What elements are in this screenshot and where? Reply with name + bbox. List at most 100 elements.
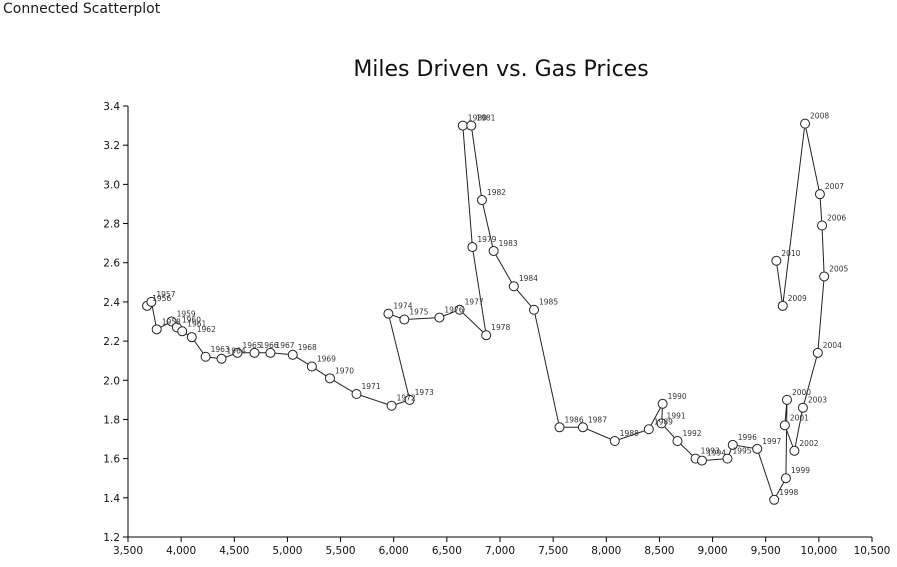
data-point	[819, 271, 830, 282]
point-label: 1993	[701, 447, 720, 456]
point-label: 1977	[465, 298, 484, 307]
data-point	[508, 281, 519, 292]
data-point	[672, 436, 683, 447]
data-point	[777, 300, 788, 311]
point-label: 1962	[197, 325, 216, 334]
x-tick-label: 5,000	[272, 545, 302, 557]
x-tick-label: 7,500	[538, 545, 568, 557]
data-point	[769, 494, 780, 505]
point-label: 1976	[444, 306, 463, 315]
point-label: 1995	[732, 447, 751, 456]
data-point	[554, 422, 565, 433]
point-label: 1972	[397, 394, 416, 403]
data-point	[577, 422, 588, 433]
x-tick-label: 6,000	[379, 545, 409, 557]
data-point	[781, 394, 792, 405]
data-point	[265, 347, 276, 358]
point-label: 1982	[487, 188, 506, 197]
data-point	[177, 326, 188, 337]
data-point	[434, 312, 445, 323]
point-label: 2001	[790, 413, 809, 422]
point-label: 2007	[825, 182, 844, 191]
data-point	[696, 455, 707, 466]
data-point	[216, 353, 227, 364]
point-label: 1975	[409, 308, 428, 317]
x-tick-label: 3,500	[113, 545, 143, 557]
point-label: 1968	[298, 343, 317, 352]
point-label: 2003	[808, 396, 827, 405]
data-point	[476, 195, 487, 206]
point-label: 2010	[781, 249, 800, 258]
data-point	[404, 394, 415, 405]
y-tick-label: 2.2	[103, 336, 120, 348]
data-point	[609, 436, 620, 447]
x-axis: 3,500 4,000 4,500 5,000 5,500 6,000 6,500 7,000…	[113, 536, 890, 557]
point-label: 1998	[779, 488, 798, 497]
point-label: 1957	[156, 290, 175, 299]
point-label: 2000	[792, 388, 811, 397]
point-label: 1970	[335, 366, 354, 375]
data-point	[797, 402, 808, 413]
data-point	[779, 420, 790, 431]
point-label: 1978	[491, 323, 510, 332]
data-point	[814, 189, 825, 200]
point-label: 1986	[565, 415, 584, 424]
point-label: 1988	[620, 429, 639, 438]
data-point	[454, 304, 465, 315]
point-label: 1996	[738, 433, 757, 442]
data-point	[643, 424, 654, 435]
data-point	[467, 242, 478, 253]
x-tick-label: 6,500	[432, 545, 462, 557]
point-label: 2004	[823, 341, 842, 350]
x-tick-label: 10,000	[800, 545, 837, 557]
connecting-line	[146, 123, 825, 502]
data-point	[200, 351, 211, 362]
point-label: 1965	[242, 341, 261, 350]
y-tick-label: 1.8	[103, 414, 120, 426]
y-tick-label: 1.4	[103, 493, 120, 505]
point-label: 2006	[827, 214, 846, 223]
y-tick-label: 2.6	[103, 258, 120, 270]
point-label: 1967	[275, 341, 294, 350]
data-point	[727, 439, 738, 450]
x-tick-label: 4,000	[166, 545, 196, 557]
point-label: 1994	[707, 449, 726, 458]
data-point	[657, 398, 668, 409]
x-tick-label: 8,500	[644, 545, 674, 557]
point-label: 1958	[162, 317, 181, 326]
page-heading: Connected Scatterplot	[3, 1, 161, 17]
data-point	[800, 118, 811, 129]
y-tick-label: 1.6	[103, 454, 120, 466]
data-point	[722, 453, 733, 464]
data-point	[529, 304, 540, 315]
point-label: 1956	[152, 294, 171, 303]
data-point	[752, 443, 763, 454]
point-label: 1973	[415, 388, 434, 397]
data-point	[186, 332, 197, 343]
point-label: 1985	[539, 298, 558, 307]
y-tick-label: 3.4	[103, 101, 120, 113]
x-tick-label: 7,000	[485, 545, 515, 557]
chart-title: Miles Driven vs. Gas Prices	[353, 57, 648, 82]
y-tick-label: 2.0	[103, 375, 120, 387]
data-point	[488, 245, 499, 256]
data-point	[386, 400, 397, 411]
data-point	[399, 314, 410, 325]
data-point	[656, 418, 667, 429]
point-label: 1989	[654, 417, 673, 426]
data-point	[481, 330, 492, 341]
point-label: 1999	[791, 466, 810, 475]
point-label: 1966	[259, 341, 278, 350]
data-point	[817, 220, 828, 231]
point-label: 1980	[468, 114, 487, 123]
point-label: 1974	[393, 302, 412, 311]
point-label: 2002	[799, 439, 818, 448]
point-label: 2008	[810, 112, 829, 121]
data-point	[351, 388, 362, 399]
point-label: 1990	[668, 392, 687, 401]
data-point	[287, 349, 298, 360]
y-tick-label: 3.0	[103, 179, 120, 191]
x-tick-label: 9,000	[698, 545, 728, 557]
point-label: 1961	[187, 319, 206, 328]
